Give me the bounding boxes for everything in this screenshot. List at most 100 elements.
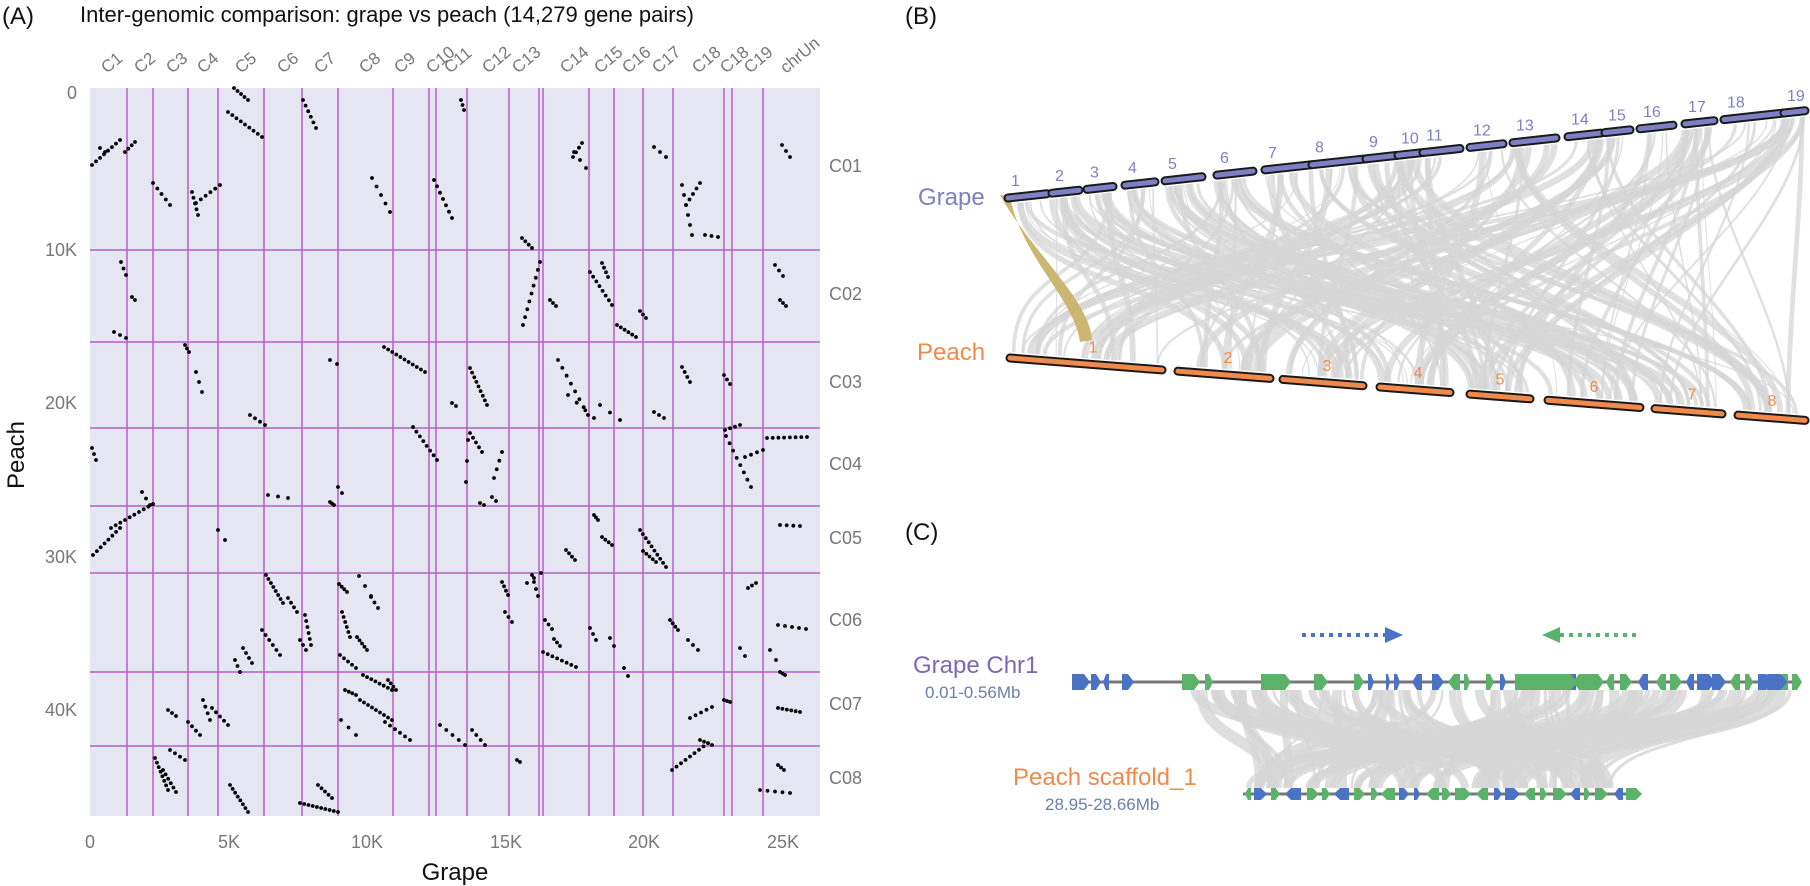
syntenic-dot	[247, 125, 252, 130]
syntenic-dot	[649, 544, 654, 549]
syntenic-dot	[235, 89, 240, 93]
peach-chromosome	[1467, 391, 1533, 402]
gene-arrow	[1494, 788, 1502, 800]
syntenic-dot	[408, 738, 412, 742]
gene-arrow	[1730, 674, 1740, 690]
peach-chrom-number: 2	[1224, 350, 1233, 367]
gene-arrow	[1524, 788, 1535, 800]
syntenic-dot	[758, 788, 762, 792]
syntenic-dot	[350, 691, 355, 696]
grape-chromosome	[1721, 110, 1787, 123]
syntenic-dot	[309, 643, 313, 647]
syntenic-dot	[393, 727, 397, 732]
syntenic-dot	[746, 586, 750, 590]
gene-arrow	[1285, 788, 1301, 800]
syntenic-dot	[765, 788, 770, 793]
grape-chrom-label: C16	[618, 42, 654, 77]
syntenic-dot	[683, 758, 688, 762]
syntenic-dot	[418, 434, 422, 439]
syntenic-dot	[569, 381, 573, 386]
syntenic-dot	[506, 593, 510, 597]
syntenic-dot	[341, 615, 346, 619]
syntenic-dot	[305, 625, 310, 629]
syntenic-dot	[214, 710, 218, 715]
syntenic-dot	[612, 644, 616, 648]
syntenic-dot	[691, 643, 695, 647]
syntenic-dot	[652, 548, 657, 553]
syntenic-dot	[398, 730, 402, 735]
syntenic-dot	[686, 213, 690, 217]
syntenic-dot	[304, 648, 308, 652]
syntenic-dot	[533, 275, 538, 280]
syntenic-dot	[201, 698, 205, 702]
gene-link	[1351, 689, 1446, 789]
grape-chrom-label: C6	[273, 49, 302, 78]
syntenic-dot	[477, 445, 481, 450]
syntenic-dot	[174, 714, 178, 718]
syntenic-dot	[731, 448, 735, 453]
gene-arrow	[1245, 788, 1251, 800]
syntenic-dot	[118, 520, 123, 525]
syntenic-dot	[471, 435, 475, 440]
synteny-link	[1055, 198, 1226, 369]
syntenic-dot	[274, 648, 279, 652]
syntenic-dot	[303, 613, 307, 617]
syntenic-dot	[743, 455, 747, 459]
syntenic-dot	[235, 794, 240, 799]
x-tick-labels: 0 5K 10K 15K 20K 25K	[85, 832, 799, 852]
syntenic-dot	[302, 802, 307, 806]
syntenic-dot	[133, 298, 137, 302]
syntenic-dot	[141, 507, 146, 512]
peach-chrom-label: C01	[829, 156, 862, 176]
syntenic-dot	[174, 790, 178, 794]
grape-chromosome	[1565, 130, 1604, 140]
gene-arrow	[1614, 788, 1623, 800]
gene-arrow	[1656, 674, 1666, 690]
syntenic-dot	[638, 309, 642, 313]
syntenic-dot	[360, 641, 364, 646]
syntenic-dot	[140, 490, 144, 494]
gene-arrow	[1712, 674, 1726, 690]
syntenic-dot	[383, 720, 387, 724]
x-tick-label: 15K	[490, 832, 522, 852]
syntenic-dot	[438, 723, 442, 727]
syntenic-dot	[532, 580, 536, 584]
syntenic-dot	[583, 408, 588, 413]
syntenic-dot	[551, 301, 555, 305]
syntenic-dot	[98, 146, 102, 150]
gene-arrow	[1573, 674, 1585, 690]
synteny-link	[1111, 120, 1768, 361]
syntenic-dot	[316, 783, 320, 787]
peach-chrom-label: C08	[829, 768, 862, 788]
syntenic-dot	[226, 723, 230, 727]
syntenic-dot	[600, 535, 604, 539]
gene-arrow	[1505, 788, 1520, 800]
syntenic-dot	[538, 260, 542, 264]
syntenic-dot	[370, 176, 374, 180]
grape-chrom-label: C3	[162, 49, 191, 78]
gene-link	[1508, 689, 1638, 789]
grape-chrom-number: 11	[1426, 128, 1443, 145]
syntenic-dot	[194, 728, 198, 733]
grape-chrom-number: 7	[1268, 145, 1277, 162]
syntenic-dot	[644, 316, 648, 320]
syntenic-dot	[478, 389, 483, 393]
syntenic-dot	[774, 658, 778, 662]
syntenic-dot	[706, 741, 710, 746]
syntenic-dot	[618, 418, 622, 422]
syntenic-dot	[235, 664, 240, 668]
syntenic-dot	[363, 584, 367, 588]
syntenic-dot	[783, 673, 787, 677]
x-tick-label: 10K	[351, 832, 383, 852]
gene-arrow	[1122, 674, 1134, 690]
syntenic-dot	[474, 440, 478, 445]
syntenic-dot	[476, 384, 481, 389]
syntenic-dot	[365, 648, 369, 652]
synteny-link	[1344, 118, 1787, 379]
synteny-link	[1785, 116, 1805, 414]
syntenic-dot	[348, 635, 352, 639]
syntenic-dot	[94, 458, 98, 462]
syntenic-dot	[569, 663, 574, 667]
syntenic-dot	[603, 537, 608, 542]
syntenic-dot	[658, 150, 662, 154]
